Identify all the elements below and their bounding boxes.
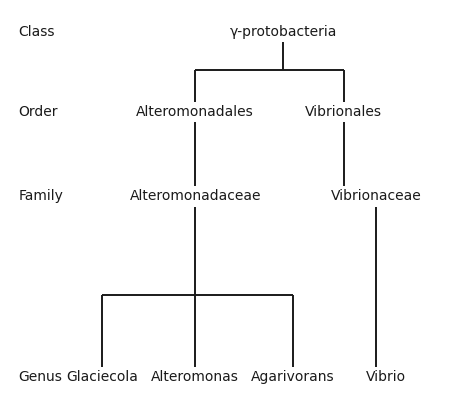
Text: Family: Family: [18, 189, 64, 204]
Text: γ-protobacteria: γ-protobacteria: [230, 25, 337, 39]
Text: Vibrio: Vibrio: [365, 370, 406, 384]
Text: Genus: Genus: [18, 370, 63, 384]
Text: Class: Class: [18, 25, 55, 39]
Text: Alteromonadales: Alteromonadales: [137, 105, 254, 119]
Text: Alteromonadaceae: Alteromonadaceae: [129, 189, 261, 204]
Text: Glaciecola: Glaciecola: [66, 370, 138, 384]
Text: Agarivorans: Agarivorans: [251, 370, 335, 384]
Text: Vibrionaceae: Vibrionaceae: [331, 189, 422, 204]
Text: Vibrionales: Vibrionales: [305, 105, 383, 119]
Text: Order: Order: [18, 105, 58, 119]
Text: Alteromonas: Alteromonas: [151, 370, 239, 384]
